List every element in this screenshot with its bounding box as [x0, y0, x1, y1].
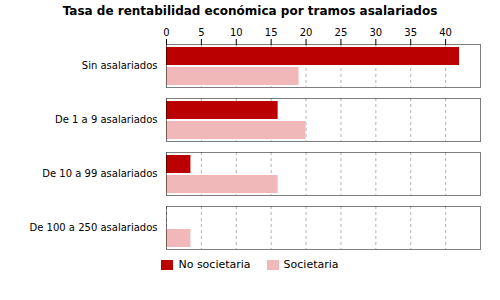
- svg-text:20: 20: [300, 27, 313, 38]
- svg-text:35: 35: [404, 27, 417, 38]
- svg-text:15: 15: [265, 27, 278, 38]
- html-text:Tasa de rentabilidad económica: Tasa de rentabilidad económica por tramo…: [62, 4, 438, 18]
- svg-text:30: 30: [369, 27, 382, 38]
- svg-text:De 10 a 99 asalariados: De 10 a 99 asalariados: [42, 168, 157, 179]
- html-text:Societaria: Societaria: [283, 258, 339, 271]
- svg-text:De 100 a 250 asalariados: De 100 a 250 asalariados: [30, 222, 158, 233]
- svg-text:De 1 a 9 asalariados: De 1 a 9 asalariados: [55, 114, 158, 125]
- svg-text:25: 25: [335, 27, 348, 38]
- svg-text:10: 10: [230, 27, 243, 38]
- svg-text:40: 40: [439, 27, 452, 38]
- svg-text:0: 0: [163, 27, 169, 38]
- svg-text:5: 5: [198, 27, 204, 38]
- html-text:No societaria: No societaria: [178, 258, 251, 271]
- svg-text:Sin asalariados: Sin asalariados: [82, 60, 158, 71]
